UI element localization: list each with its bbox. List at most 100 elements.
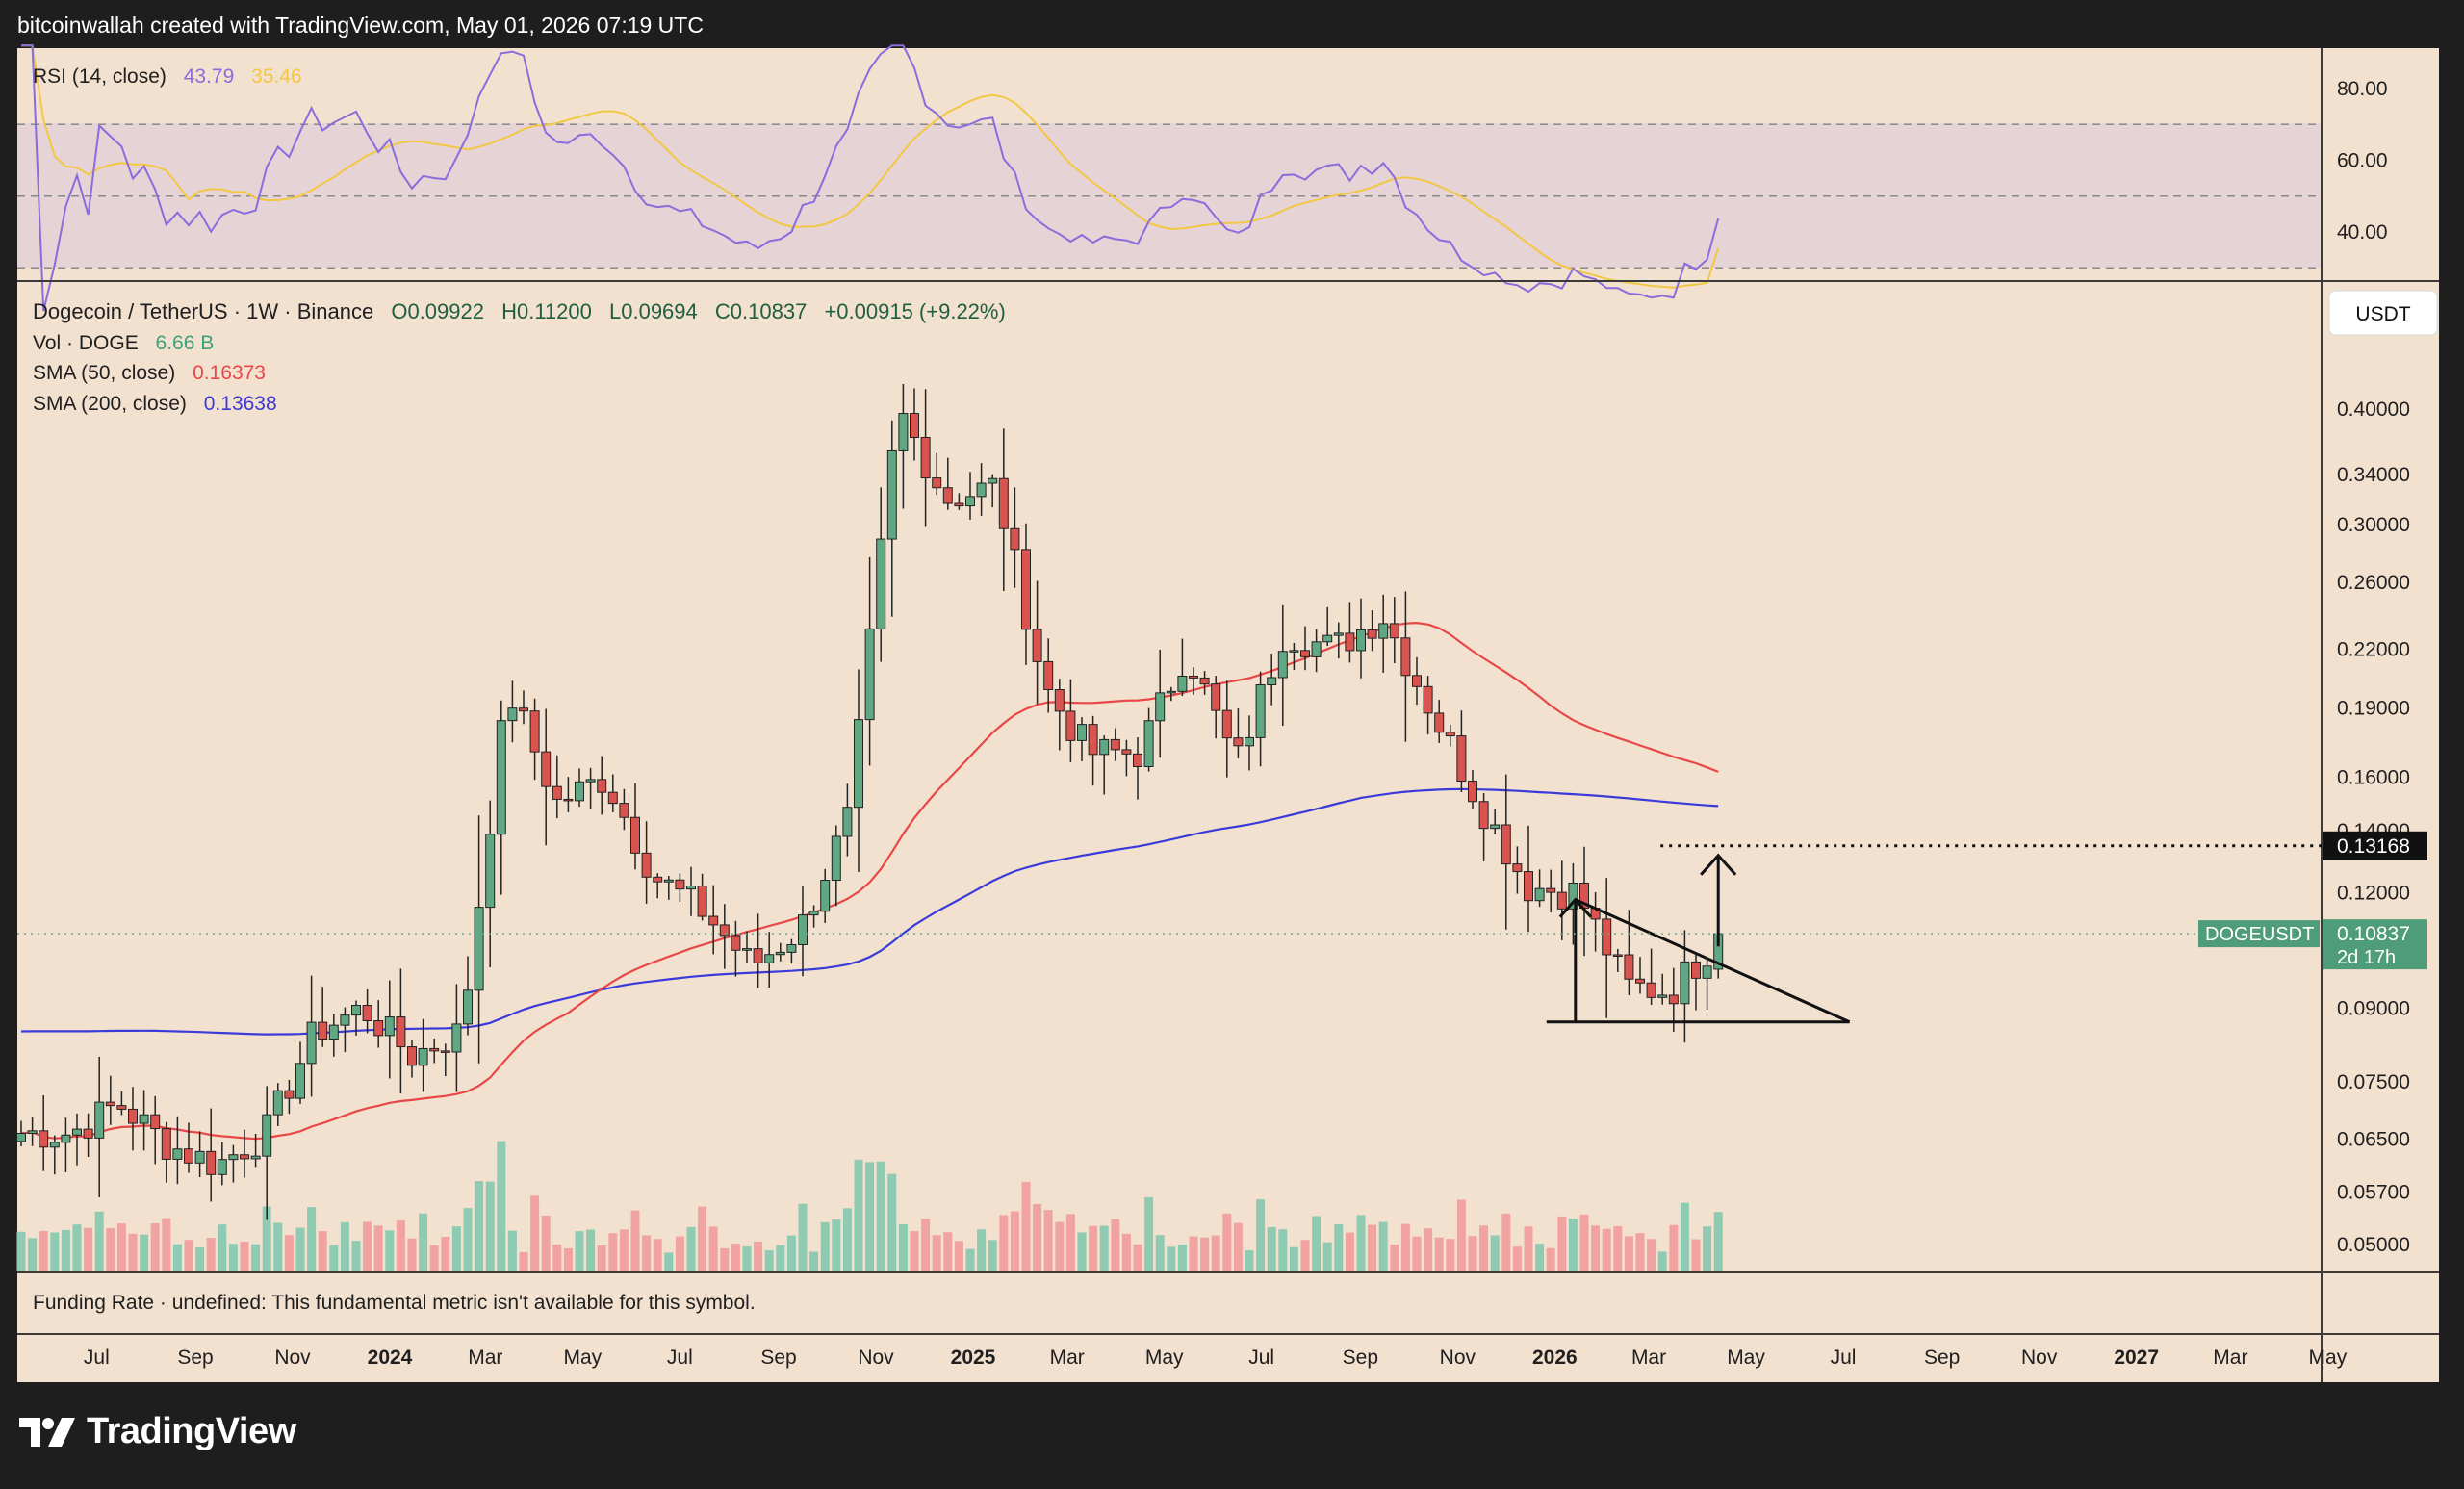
candle-99[interactable] xyxy=(1121,739,1132,777)
currency-button[interactable]: USDT xyxy=(2328,290,2438,336)
candle-146[interactable] xyxy=(1646,948,1656,1006)
candle-145[interactable] xyxy=(1635,957,1645,994)
candle-23[interactable] xyxy=(272,1083,283,1126)
candle-3[interactable] xyxy=(49,1135,60,1175)
candle-29[interactable] xyxy=(340,1007,350,1053)
candle-70[interactable] xyxy=(798,886,808,977)
candle-125[interactable] xyxy=(1412,656,1422,706)
candle-56[interactable] xyxy=(641,821,652,904)
candle-38[interactable] xyxy=(440,1043,450,1077)
candle-36[interactable] xyxy=(418,1018,428,1092)
candle-117[interactable] xyxy=(1322,606,1333,647)
candle-34[interactable] xyxy=(396,968,406,1094)
candle-66[interactable] xyxy=(753,913,763,988)
candle-48[interactable] xyxy=(552,755,562,819)
candle-104[interactable] xyxy=(1177,638,1188,697)
candle-130[interactable] xyxy=(1468,770,1477,809)
candle-137[interactable] xyxy=(1546,869,1556,913)
candle-124[interactable] xyxy=(1400,591,1411,742)
candle-59[interactable] xyxy=(675,873,685,903)
candle-16[interactable] xyxy=(194,1131,205,1178)
candle-63[interactable] xyxy=(719,904,730,969)
candle-71[interactable] xyxy=(808,905,819,928)
candle-28[interactable] xyxy=(328,1014,339,1057)
candle-18[interactable] xyxy=(217,1142,227,1186)
candle-32[interactable] xyxy=(373,1000,384,1048)
candle-60[interactable] xyxy=(686,866,696,916)
candle-147[interactable] xyxy=(1657,973,1668,1005)
candle-108[interactable] xyxy=(1221,680,1232,778)
candle-35[interactable] xyxy=(407,1040,417,1078)
candle-94[interactable] xyxy=(1065,679,1076,762)
candle-75[interactable] xyxy=(854,669,863,872)
candle-65[interactable] xyxy=(742,931,752,963)
candle-81[interactable] xyxy=(920,389,931,527)
candle-123[interactable] xyxy=(1389,597,1399,663)
candle-90[interactable] xyxy=(1021,523,1031,665)
candle-50[interactable] xyxy=(575,768,584,808)
candle-132[interactable] xyxy=(1490,809,1501,834)
candle-134[interactable] xyxy=(1512,846,1523,894)
candle-101[interactable] xyxy=(1143,707,1154,772)
candle-8[interactable] xyxy=(105,1075,116,1125)
candle-133[interactable] xyxy=(1501,774,1511,930)
candle-1[interactable] xyxy=(27,1117,38,1146)
candle-120[interactable] xyxy=(1356,598,1366,679)
candle-92[interactable] xyxy=(1043,638,1054,713)
candle-52[interactable] xyxy=(597,756,607,815)
candle-135[interactable] xyxy=(1524,825,1533,933)
candle-57[interactable] xyxy=(653,873,663,899)
candle-102[interactable] xyxy=(1155,649,1166,758)
candle-21[interactable] xyxy=(250,1134,261,1168)
candle-111[interactable] xyxy=(1255,671,1266,767)
candle-40[interactable] xyxy=(463,956,473,1036)
candle-10[interactable] xyxy=(128,1087,138,1151)
candle-11[interactable] xyxy=(139,1090,149,1151)
candle-112[interactable] xyxy=(1267,654,1277,706)
candle-47[interactable] xyxy=(541,708,552,846)
candle-19[interactable] xyxy=(228,1144,239,1183)
candle-110[interactable] xyxy=(1245,715,1254,771)
candle-107[interactable] xyxy=(1211,676,1221,739)
candle-136[interactable] xyxy=(1534,869,1545,908)
candle-89[interactable] xyxy=(1010,487,1020,588)
candle-49[interactable] xyxy=(563,777,574,812)
candle-122[interactable] xyxy=(1378,594,1389,673)
candle-95[interactable] xyxy=(1077,717,1087,761)
candle-64[interactable] xyxy=(731,920,741,977)
candle-126[interactable] xyxy=(1423,676,1433,735)
candle-67[interactable] xyxy=(764,932,775,988)
candle-45[interactable] xyxy=(519,690,528,725)
candle-51[interactable] xyxy=(585,767,596,809)
candle-73[interactable] xyxy=(831,825,841,907)
candle-115[interactable] xyxy=(1300,626,1310,671)
candle-131[interactable] xyxy=(1478,793,1489,861)
candle-25[interactable] xyxy=(295,1041,305,1104)
candle-138[interactable] xyxy=(1556,860,1567,940)
candle-97[interactable] xyxy=(1099,735,1110,795)
candle-142[interactable] xyxy=(1602,878,1612,1018)
candle-76[interactable] xyxy=(864,556,875,766)
candle-12[interactable] xyxy=(150,1095,161,1165)
candle-100[interactable] xyxy=(1133,737,1142,800)
candle-150[interactable] xyxy=(1691,954,1701,1011)
candle-109[interactable] xyxy=(1233,708,1244,759)
candle-86[interactable] xyxy=(976,463,987,516)
candle-91[interactable] xyxy=(1032,580,1042,705)
candle-7[interactable] xyxy=(94,1056,105,1198)
candle-88[interactable] xyxy=(998,428,1009,592)
candle-44[interactable] xyxy=(507,680,518,743)
candle-82[interactable] xyxy=(932,452,942,496)
candle-85[interactable] xyxy=(965,472,975,520)
candle-6[interactable] xyxy=(83,1113,93,1157)
candle-39[interactable] xyxy=(451,984,462,1092)
candle-78[interactable] xyxy=(886,420,897,617)
candle-128[interactable] xyxy=(1445,724,1455,747)
candle-119[interactable] xyxy=(1345,602,1355,663)
candle-151[interactable] xyxy=(1702,958,1712,1011)
candle-84[interactable] xyxy=(954,493,964,510)
candle-33[interactable] xyxy=(384,980,395,1079)
candle-143[interactable] xyxy=(1612,948,1623,972)
candle-42[interactable] xyxy=(485,800,496,968)
candle-77[interactable] xyxy=(876,487,886,662)
